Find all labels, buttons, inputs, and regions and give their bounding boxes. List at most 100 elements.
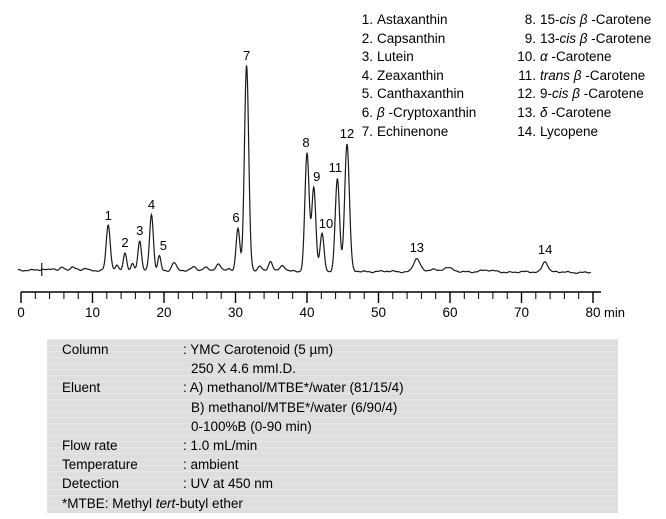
- legend-item-11: 11. trans β -Carotene: [508, 67, 651, 86]
- legend-text: 13-: [540, 30, 560, 46]
- legend-column-1: 1. Astaxanthin 2. Capsanthin 3. Lutein 4. Zeaxa…: [350, 11, 477, 142]
- peak-label-2: 2: [121, 235, 128, 250]
- legend-item-number: 5.: [361, 86, 373, 102]
- legend-item-name: Zeaxanthin: [377, 67, 444, 86]
- legend-text: Zeaxanthin: [377, 67, 444, 83]
- condition-row-temperature: Temperature : ambient: [62, 455, 404, 474]
- legend-text: -Carotene: [581, 67, 646, 83]
- legend-text: Lycopene: [540, 123, 599, 139]
- legend-item-number: 3.: [361, 49, 373, 65]
- legend-item-3: 3. Lutein: [350, 48, 476, 67]
- legend-text-italic: trans β: [540, 67, 582, 83]
- legend-item-5: 5. Canthaxanthin: [350, 85, 476, 104]
- legend-text-italic: cis β: [559, 12, 588, 27]
- peak-label-12: 12: [340, 126, 354, 141]
- x-tick-label-30: 30: [228, 305, 243, 320]
- legend-item-number: 11.: [518, 67, 536, 83]
- legend-item-2: 2. Capsanthin: [350, 30, 476, 49]
- condition-label: Temperature: [62, 457, 138, 473]
- x-tick-label-60: 60: [442, 305, 457, 320]
- condition-row-flow-rate: Flow rate : 1.0 mL/min: [62, 436, 404, 455]
- x-axis-unit-label: min: [604, 305, 625, 320]
- condition-value-line: : ambient: [183, 457, 239, 473]
- legend-item-name: δ -Carotene: [540, 104, 611, 123]
- condition-value-line: 0-100%B (0-90 min): [191, 418, 312, 434]
- legend-item-number: 2.: [361, 30, 373, 46]
- condition-value: : A) methanol/MTBE*/water (81/15/4) B) me…: [183, 378, 404, 436]
- legend-item-number: 1.: [361, 12, 373, 27]
- conditions-block: Column : YMC Carotenoid (5 µm) 250 X 4.6 m…: [62, 340, 404, 513]
- x-tick-label-0: 0: [17, 305, 25, 320]
- legend-text-italic: cis β: [559, 30, 588, 46]
- peak-label-1: 1: [105, 208, 112, 223]
- peak-label-10: 10: [319, 216, 333, 231]
- legend-text: 15-: [540, 12, 560, 27]
- legend-item-6: 6. β -Cryptoxanthin: [350, 104, 477, 123]
- peak-label-5: 5: [160, 238, 167, 253]
- condition-value-line: : A) methanol/MTBE*/water (81/15/4): [183, 380, 404, 396]
- condition-label: Column: [62, 342, 109, 357]
- peak-label-11: 11: [329, 160, 343, 175]
- x-tick-label-50: 50: [371, 305, 386, 320]
- legend-item-number: 9.: [524, 30, 536, 46]
- peak-label-9: 9: [313, 169, 320, 184]
- legend-item-name: Canthaxanthin: [377, 85, 464, 104]
- legend-text: -Carotene: [587, 30, 652, 46]
- condition-label: Flow rate: [62, 438, 118, 454]
- legend-text: -butyl ether: [175, 495, 243, 511]
- condition-value: : ambient: [183, 455, 239, 474]
- legend-item-number: 7.: [361, 123, 373, 139]
- legend-text: -Cryptoxanthin: [384, 104, 477, 120]
- legend-text: *MTBE: Methyl: [62, 495, 156, 511]
- condition-value-line: : 1.0 mL/min: [183, 438, 258, 454]
- condition-row-detection: Detection : UV at 450 nm: [62, 474, 404, 493]
- legend-item-10: 10. α -Carotene: [508, 48, 651, 67]
- legend-text-italic: β: [377, 104, 385, 120]
- legend-text: Lutein: [377, 49, 414, 65]
- legend-item-number: 14.: [517, 123, 536, 139]
- legend-item-name: 9-cis β -Carotene: [540, 85, 644, 104]
- peak-label-3: 3: [136, 223, 143, 238]
- legend-text: -Carotene: [547, 104, 612, 120]
- legend-text-italic: α: [540, 49, 548, 65]
- legend-item-number: 6.: [361, 104, 373, 120]
- peak-label-13: 13: [410, 240, 424, 255]
- legend-item-9: 9. 13-cis β -Carotene: [508, 30, 652, 49]
- x-tick-label-10: 10: [85, 305, 100, 320]
- legend-text-italic: δ: [540, 104, 548, 120]
- peak-label-14: 14: [538, 242, 552, 257]
- chromatogram-trace: [17, 65, 592, 275]
- peak-label-8: 8: [302, 135, 309, 150]
- conditions-panel-background: [47, 339, 618, 513]
- x-tick-label-70: 70: [514, 305, 529, 320]
- condition-label: Detection: [62, 476, 120, 492]
- condition-value-line: : YMC Carotenoid (5 µm): [183, 342, 334, 357]
- peak-label-4: 4: [148, 197, 155, 212]
- legend-text: Echinenone: [377, 123, 449, 139]
- legend-text: 9-: [540, 86, 553, 102]
- legend-item-1: 1. Astaxanthin: [350, 11, 476, 30]
- legend-text: -Carotene: [547, 49, 612, 65]
- legend-item-13: 13. δ -Carotene: [508, 104, 651, 123]
- legend-text-italic: tert: [155, 495, 176, 511]
- legend-item-name: Capsanthin: [377, 30, 445, 49]
- x-tick-label-20: 20: [156, 305, 171, 320]
- legend-item-name: Astaxanthin: [377, 11, 448, 30]
- condition-value: : 1.0 mL/min: [183, 436, 257, 455]
- condition-value-line: 250 X 4.6 mmI.D.: [191, 361, 297, 377]
- x-tick-label-40: 40: [299, 305, 314, 320]
- condition-value-line: B) methanol/MTBE*/water (6/90/4): [191, 399, 398, 415]
- legend-item-name: Echinenone: [377, 123, 448, 142]
- legend-text: -Carotene: [587, 12, 652, 27]
- legend-item-name: 13-cis β -Carotene: [540, 30, 651, 49]
- condition-value-line: : UV at 450 nm: [183, 476, 274, 492]
- mtbe-footnote: *MTBE: Methyl tert-butyl ether: [62, 494, 404, 513]
- x-tick-label-80: 80: [585, 305, 600, 320]
- legend-item-7: 7. Echinenone: [350, 123, 476, 142]
- conditions-rows: Column : YMC Carotenoid (5 µm) 250 X 4.6 m…: [62, 340, 404, 494]
- condition-row-eluent: Eluent: A) methanol/MTBE*/water (81/15/4…: [62, 378, 404, 436]
- legend-item-name: Lycopene: [540, 123, 598, 142]
- legend-item-name: β -Cryptoxanthin: [377, 104, 476, 123]
- legend-item-number: 4.: [361, 67, 373, 83]
